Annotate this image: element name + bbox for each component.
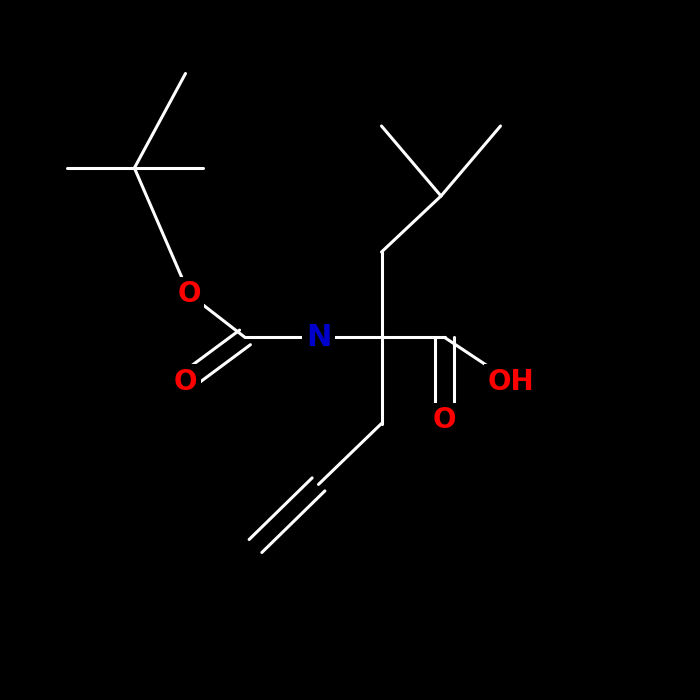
Text: OH: OH [488, 368, 534, 395]
Text: O: O [433, 406, 456, 434]
Text: O: O [174, 368, 197, 395]
Text: O: O [177, 280, 201, 308]
Text: N: N [306, 323, 331, 352]
